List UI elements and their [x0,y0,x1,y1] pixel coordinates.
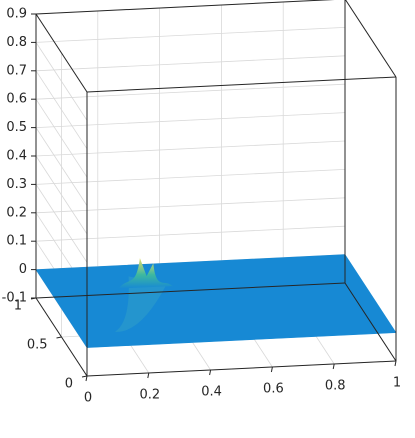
box-edge [86,76,397,93]
x-tick-mark [85,375,88,382]
grid-line-z-side [35,184,88,263]
grid-line-z-side [35,155,88,235]
box-edge [35,13,88,93]
grid-line-z-back [35,140,346,157]
z-tick-label: 0 [19,262,27,277]
x-tick-mark [332,363,335,370]
y-tick-label: 0 [65,377,73,392]
z-tick-label: 0.3 [6,177,27,192]
z-tick-label: 0.7 [6,63,27,78]
surface-peak [118,258,173,289]
z-tick-label: -0.1 [2,291,27,306]
grid-line-z-side [35,42,88,121]
x-tick-label: 0 [84,391,92,406]
grid-line-z-side [35,70,88,150]
box-edge [35,0,335,15]
box-edge [86,360,397,377]
x-tick-label: 0.6 [263,382,284,397]
box-edge [344,282,397,362]
surface-ridge [114,276,167,332]
y-tick-mark [56,336,62,339]
tick-labels: 0 0.2 0.4 0.6 0.8 100.51-0.100.10.20.30.40.50… [2,7,402,406]
x-tick-label: 0.2 [139,388,160,403]
grid-line-z-back [35,112,346,128]
x-tick-label: 0.4 [201,385,222,400]
z-tick-label: 0.8 [6,35,27,50]
z-tick-label: 0.1 [6,234,27,249]
grid-line-z-side [35,98,88,178]
grid-line-z-back [35,197,346,214]
z-tick-label: 0.9 [6,7,27,22]
grid-line-z-back [35,55,346,72]
x-tick-mark [270,366,273,373]
x-tick-mark [147,372,150,379]
y-tick-label: 1 [14,299,22,314]
x-tick-label: 1 [393,376,401,391]
surface [35,254,397,348]
y-tick-mark [81,375,88,378]
axes-box [35,0,397,377]
grid-line-z-back [35,169,346,185]
surface-plane [35,254,397,348]
z-tick-label: 0.4 [6,149,27,164]
x-tick-mark [394,360,397,367]
y-tick-label: 0.5 [27,338,48,353]
z-tick-label: 0.6 [6,92,27,107]
grid-line-z-side [35,127,88,206]
z-tick-label: 0.5 [6,120,27,135]
x-tick-mark [209,369,212,376]
z-tick-label: 0.2 [6,205,27,220]
box-edge [345,0,397,78]
grid-line-z-back [35,83,346,100]
x-tick-label: 0.8 [325,379,346,394]
grid-line-z-back [35,225,346,242]
grid-line-z-back [35,27,346,43]
